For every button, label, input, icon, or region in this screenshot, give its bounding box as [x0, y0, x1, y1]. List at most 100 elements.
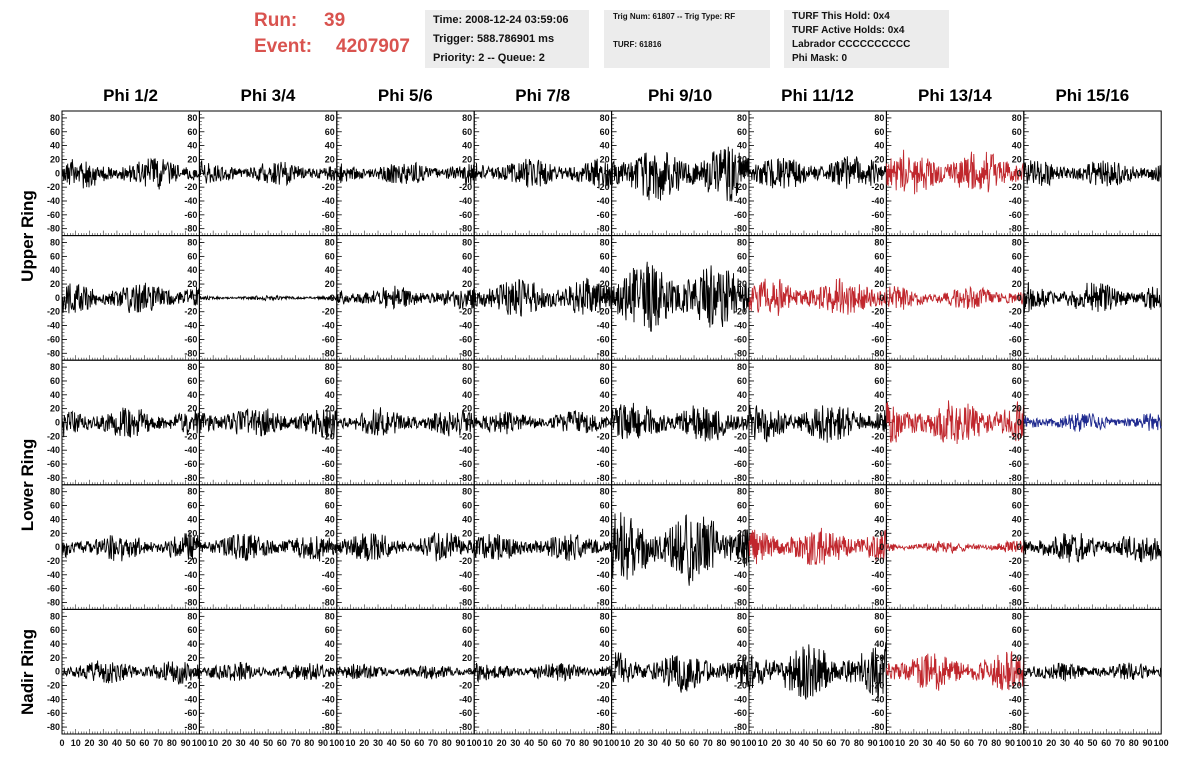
y-tick-label: 40: [1012, 390, 1022, 400]
waveform-panel: 80 60 40 20 0 -20 -40 -60 -80: [47, 608, 200, 735]
x-tick-label: 80: [991, 738, 1001, 748]
y-tick-label: 20: [462, 653, 472, 663]
y-tick-label: 40: [737, 514, 747, 524]
y-tick-label: 80: [462, 487, 472, 497]
y-tick-label: 60: [1012, 251, 1022, 261]
y-tick-label: 0: [55, 667, 60, 677]
y-tick-label: 60: [462, 127, 472, 137]
y-tick-label: 0: [467, 667, 472, 677]
y-tick-label: 20: [325, 528, 335, 538]
x-tick-label: 60: [1101, 738, 1111, 748]
y-tick-label: 60: [50, 501, 60, 511]
y-tick-label: -60: [459, 459, 472, 469]
x-tick-label: 80: [304, 738, 314, 748]
x-tick-label: 10: [208, 738, 218, 748]
y-tick-label: 60: [50, 127, 60, 137]
y-tick-label: 80: [737, 487, 747, 497]
y-tick-label: 80: [462, 113, 472, 123]
y-tick-label: 40: [737, 390, 747, 400]
y-tick-label: -60: [322, 708, 335, 718]
y-tick-label: 20: [187, 154, 197, 164]
y-tick-label: 80: [187, 611, 197, 621]
x-tick-label: 80: [1129, 738, 1139, 748]
y-tick-label: -20: [871, 307, 884, 317]
y-tick-label: 40: [874, 639, 884, 649]
y-tick-label: -20: [47, 556, 60, 566]
y-tick-label: -40: [459, 694, 472, 704]
y-tick-label: 0: [879, 667, 884, 677]
waveform-panel: 80 60 40 20 0 -20 -40 -60 -80: [47, 110, 200, 237]
y-tick-label: 40: [325, 265, 335, 275]
y-tick-label: 80: [600, 487, 610, 497]
y-tick-label: -60: [459, 708, 472, 718]
y-tick-label: -40: [1009, 570, 1022, 580]
y-tick-label: 80: [737, 113, 747, 123]
y-tick-label: -60: [459, 584, 472, 594]
turf-active-line: TURF Active Holds: 0x4: [792, 25, 905, 36]
y-tick-label: -20: [47, 681, 60, 691]
x-tick-label: 40: [387, 738, 397, 748]
y-tick-label: 20: [737, 404, 747, 414]
y-tick-label: 80: [325, 611, 335, 621]
column-header: Phi 1/2: [103, 86, 158, 105]
y-tick-label: 60: [874, 501, 884, 511]
y-tick-label: 40: [1012, 141, 1022, 151]
x-tick-label: 100: [329, 738, 344, 748]
y-tick-label: -60: [597, 334, 610, 344]
y-tick-label: 20: [737, 653, 747, 663]
y-tick-label: 80: [50, 113, 60, 123]
y-tick-label: 0: [192, 542, 197, 552]
waveform-panel: 80 60 40 20 0 -20 -40 -60 -80: [597, 235, 750, 361]
x-tick-label: 40: [799, 738, 809, 748]
run-label: Run:: [254, 10, 298, 31]
y-tick-label: -80: [871, 597, 884, 607]
y-tick-label: -40: [47, 694, 60, 704]
x-tick-label: 20: [359, 738, 369, 748]
y-tick-label: 40: [737, 639, 747, 649]
y-tick-label: 60: [462, 625, 472, 635]
y-tick-label: -20: [597, 307, 610, 317]
y-tick-label: 60: [325, 376, 335, 386]
y-tick-label: 40: [187, 639, 197, 649]
y-tick-label: 40: [1012, 265, 1022, 275]
y-tick-label: 80: [462, 611, 472, 621]
y-tick-label: -40: [597, 445, 610, 455]
x-tick-label: 70: [840, 738, 850, 748]
y-tick-label: 60: [50, 376, 60, 386]
y-tick-label: 0: [879, 418, 884, 428]
y-tick-label: 60: [1012, 625, 1022, 635]
y-tick-label: -60: [597, 459, 610, 469]
time-info-box: Time: 2008-12-24 03:59:06 Trigger: 588.7…: [425, 10, 589, 68]
y-tick-label: 0: [467, 542, 472, 552]
y-tick-label: 80: [874, 362, 884, 372]
y-tick-label: 40: [600, 265, 610, 275]
waveform-panel: 80 60 40 20 0 -20 -40 -60 -80: [184, 235, 338, 361]
y-tick-label: -80: [47, 348, 60, 358]
y-tick-label: 40: [50, 141, 60, 151]
y-tick-label: 20: [325, 404, 335, 414]
y-tick-label: 60: [600, 376, 610, 386]
y-tick-label: 0: [605, 293, 610, 303]
y-tick-label: -60: [871, 584, 884, 594]
waveform-panel: 80 60 40 20 0 -20 -40 -60 -80: [597, 484, 750, 610]
x-tick-label: 30: [373, 738, 383, 748]
y-tick-label: -40: [871, 570, 884, 580]
x-tick-label: 80: [167, 738, 177, 748]
y-tick-label: 20: [600, 404, 610, 414]
y-tick-label: 0: [1017, 542, 1022, 552]
y-tick-label: -40: [47, 445, 60, 455]
turf-line: TURF: 61816: [613, 40, 662, 49]
waveform-trace: [611, 512, 750, 586]
y-tick-label: 20: [1012, 279, 1022, 289]
y-tick-label: 0: [605, 542, 610, 552]
y-tick-label: -40: [184, 694, 197, 704]
y-tick-label: -80: [47, 722, 60, 732]
y-tick-label: 80: [325, 362, 335, 372]
y-tick-label: -80: [322, 597, 335, 607]
y-tick-label: 40: [600, 141, 610, 151]
y-tick-label: -80: [1009, 597, 1022, 607]
y-tick-label: 0: [330, 293, 335, 303]
x-tick-label: 50: [126, 738, 136, 748]
waveform-panel: 80 60 40 20 0 -20 -40 -60 -80: [184, 110, 338, 237]
y-tick-label: 0: [742, 667, 747, 677]
